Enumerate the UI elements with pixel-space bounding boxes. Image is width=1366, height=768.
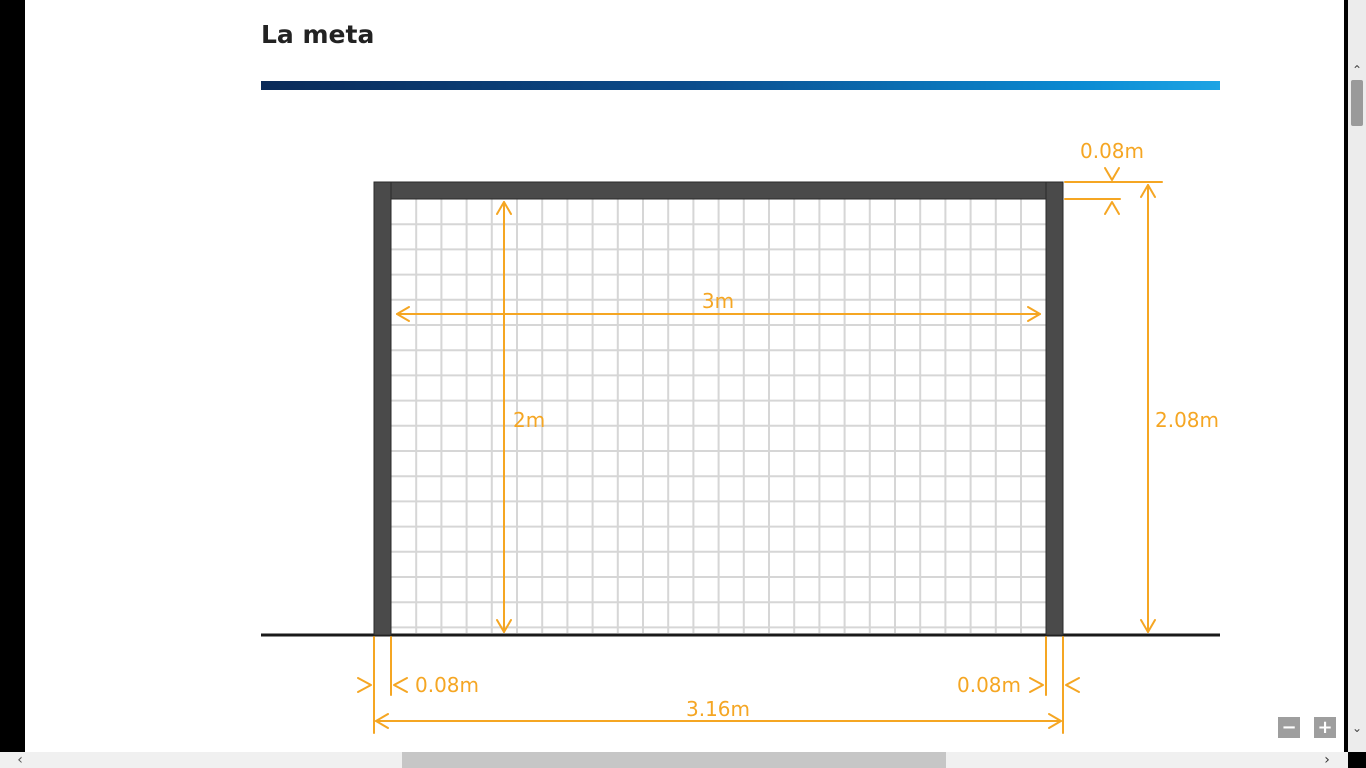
right-post bbox=[1045, 181, 1064, 636]
left-post-label: 0.08m bbox=[415, 673, 479, 697]
chevron-right-icon[interactable]: › bbox=[1324, 752, 1330, 768]
title-gradient-bar bbox=[261, 81, 1220, 90]
net-width-label: 3m bbox=[702, 289, 734, 313]
zoom-in-button[interactable]: + bbox=[1314, 717, 1336, 738]
page-title: La meta bbox=[261, 20, 375, 49]
horizontal-scroll-thumb[interactable] bbox=[402, 752, 946, 768]
goal-diagram: 3m 2m 2.08m 0.08m 0.08m 0.08m 3.16m bbox=[261, 139, 1220, 734]
crossbar bbox=[373, 181, 1064, 200]
goal-net-grid bbox=[391, 199, 1046, 633]
right-post-label: 0.08m bbox=[957, 673, 1021, 697]
zoom-out-button[interactable]: − bbox=[1278, 717, 1300, 738]
vertical-scrollbar[interactable]: ⌃ ⌄ bbox=[1348, 0, 1366, 752]
total-width-label: 3.16m bbox=[686, 697, 750, 721]
bar-thickness-label: 0.08m bbox=[1080, 139, 1144, 163]
horizontal-scrollbar[interactable]: ‹ › bbox=[0, 752, 1348, 768]
chevron-down-icon[interactable]: ⌄ bbox=[1351, 721, 1363, 735]
dimension-lines bbox=[357, 167, 1163, 734]
vertical-scroll-thumb[interactable] bbox=[1351, 80, 1363, 126]
total-height-label: 2.08m bbox=[1155, 408, 1219, 432]
chevron-up-icon[interactable]: ⌃ bbox=[1351, 63, 1363, 77]
left-post bbox=[373, 181, 392, 636]
chevron-left-icon[interactable]: ‹ bbox=[17, 752, 23, 768]
goal-frame bbox=[373, 181, 1064, 636]
dimension-labels: 3m 2m 2.08m 0.08m 0.08m 0.08m 3.16m bbox=[415, 139, 1219, 721]
document-viewer: La meta bbox=[25, 0, 1344, 752]
net-height-label: 2m bbox=[513, 408, 545, 432]
